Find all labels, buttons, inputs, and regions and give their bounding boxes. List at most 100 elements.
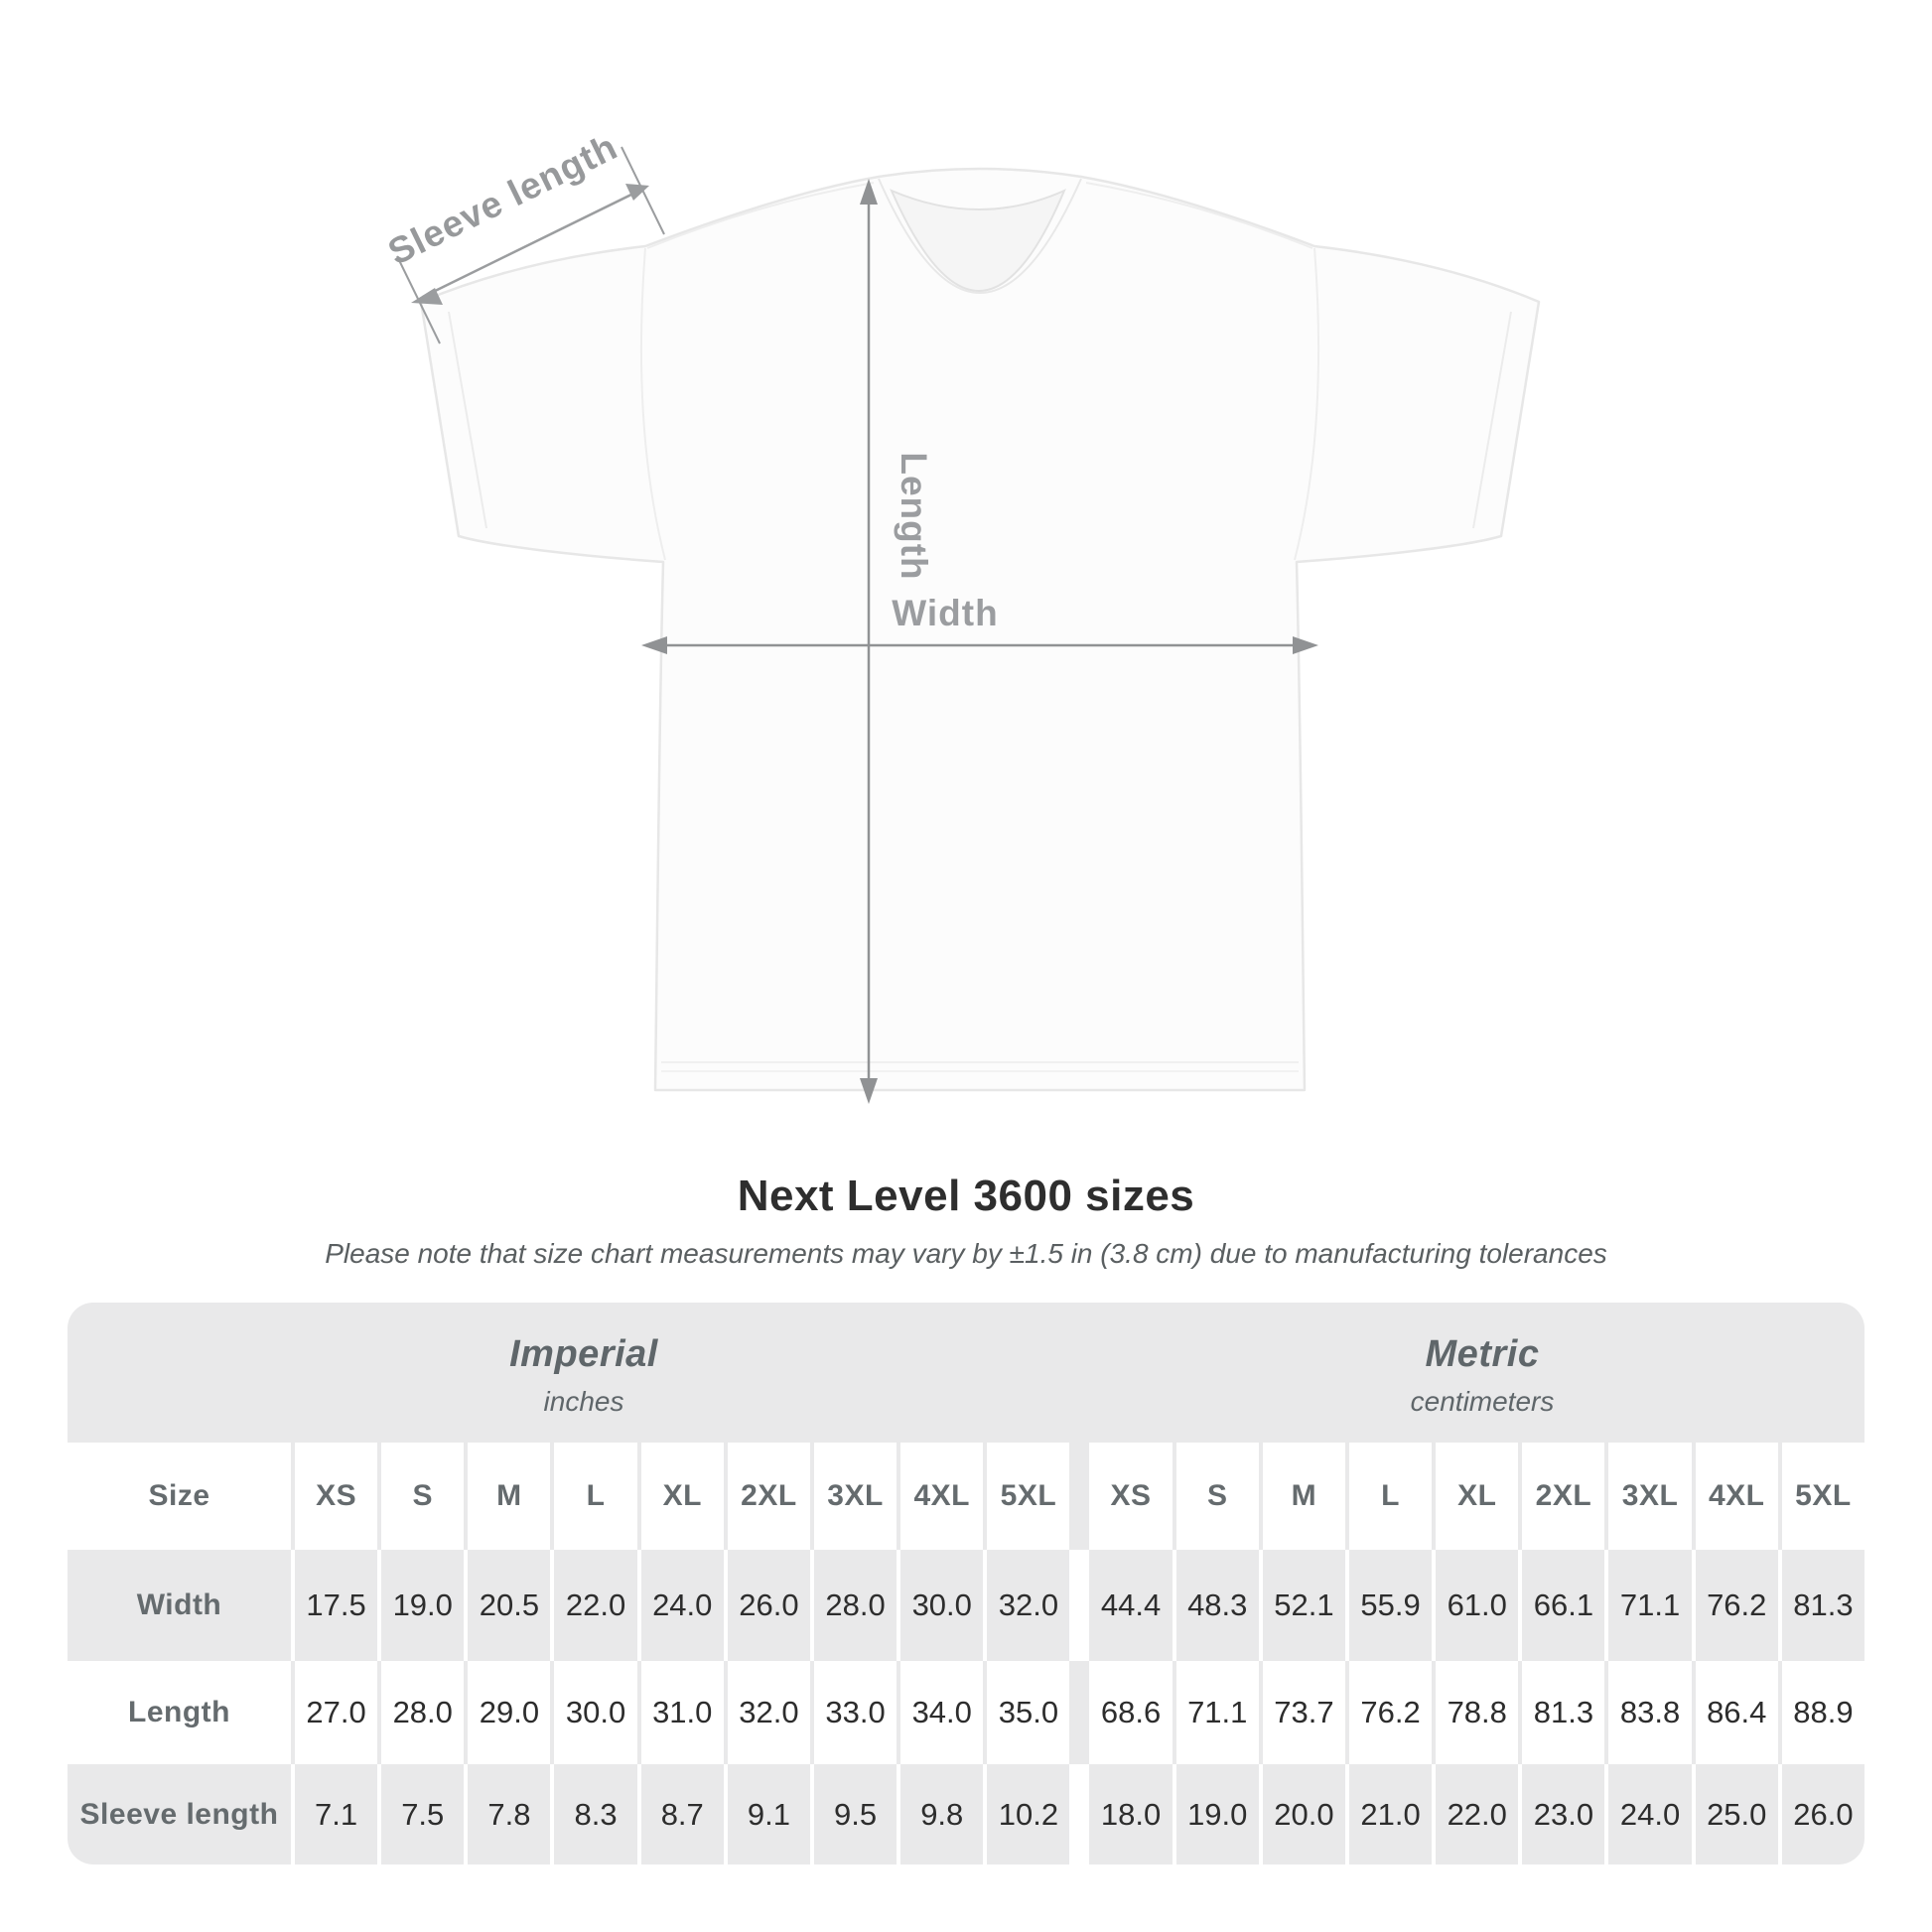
size-header-imperial-xs: XS: [295, 1443, 378, 1550]
size-column-header: Size: [68, 1443, 291, 1550]
width-imperial-value: 30.0: [900, 1550, 984, 1661]
sleeve-metric-value: 26.0: [1781, 1764, 1864, 1864]
width-metric-value: 52.1: [1262, 1550, 1345, 1661]
page-title: Next Level 3600 sizes: [737, 1172, 1195, 1220]
collar-opening: [890, 189, 1066, 292]
sleeve-imperial-value: 10.2: [987, 1764, 1070, 1864]
sleeve-metric-value: 25.0: [1695, 1764, 1778, 1864]
sleeve-metric-value: 20.0: [1262, 1764, 1345, 1864]
width-metric-value: 55.9: [1348, 1550, 1433, 1661]
sleeve-metric-value: 18.0: [1089, 1764, 1173, 1864]
sleeve-seam-left: [639, 247, 666, 561]
imperial-label: Imperial: [509, 1333, 658, 1375]
width-label: Width: [892, 593, 998, 633]
sleeve-length-label: Sleeve length: [382, 126, 624, 273]
length-imperial-value: 32.0: [727, 1661, 810, 1764]
sleeve-imperial-value: 7.5: [381, 1764, 465, 1864]
length-metric-value: 88.9: [1781, 1661, 1864, 1764]
units-header-row: Imperial inches Metric centimeters: [68, 1303, 1864, 1443]
width-metric-value: 81.3: [1781, 1550, 1864, 1661]
cuff-seam-right: [1472, 311, 1512, 529]
length-label: Length: [894, 452, 934, 580]
length-metric-value: 71.1: [1175, 1661, 1259, 1764]
sleeve-length-arrow: [396, 146, 665, 345]
size-chart-table: Imperial inches Metric centimeters Size …: [68, 1303, 1864, 1864]
size-header-metric-m: M: [1262, 1443, 1345, 1550]
sleeve-metric-value: 22.0: [1436, 1764, 1519, 1864]
length-metric-value: 81.3: [1522, 1661, 1605, 1764]
length-imperial-value: 33.0: [813, 1661, 897, 1764]
collar-band-seam: [878, 178, 1082, 294]
size-header-imperial-5xl: 5XL: [987, 1443, 1070, 1550]
section-divider: [1073, 1661, 1085, 1764]
imperial-unit: inches: [543, 1386, 624, 1417]
width-imperial-value: 32.0: [987, 1550, 1070, 1661]
tshirt-measurement-diagram: Sleeve length Length Width: [382, 126, 1541, 1104]
sleeve-imperial-value: 8.7: [640, 1764, 724, 1864]
width-imperial-value: 26.0: [727, 1550, 810, 1661]
size-header-metric-3xl: 3XL: [1608, 1443, 1692, 1550]
sleeve-metric-value: 19.0: [1175, 1764, 1259, 1864]
sleeve-imperial-value: 7.1: [295, 1764, 378, 1864]
size-header-metric-5xl: 5XL: [1781, 1443, 1864, 1550]
length-metric-value: 76.2: [1348, 1661, 1433, 1764]
length-metric-value: 68.6: [1089, 1661, 1173, 1764]
metric-unit: centimeters: [1410, 1386, 1555, 1417]
metric-label: Metric: [1425, 1333, 1540, 1375]
section-divider: [1073, 1443, 1085, 1550]
sleeve-imperial-value: 7.8: [468, 1764, 551, 1864]
sleeve-metric-value: 21.0: [1348, 1764, 1433, 1864]
sleeve-imperial-value: 9.8: [900, 1764, 984, 1864]
width-imperial-value: 19.0: [381, 1550, 465, 1661]
width-metric-value: 61.0: [1436, 1550, 1519, 1661]
table-row-sleeve-length: Sleeve length 7.1 7.5 7.8 8.3 8.7 9.1 9.…: [68, 1764, 1864, 1864]
sleeve-imperial-value: 9.1: [727, 1764, 810, 1864]
width-metric-value: 76.2: [1695, 1550, 1778, 1661]
tshirt-graphic: Sleeve length Length Width: [382, 126, 1541, 1104]
length-metric-value: 78.8: [1436, 1661, 1519, 1764]
row-label-sleeve-length: Sleeve length: [68, 1764, 291, 1864]
imperial-section-header: Imperial inches: [68, 1303, 1100, 1443]
length-metric-value: 73.7: [1262, 1661, 1345, 1764]
shoulder-seam-left: [646, 182, 875, 249]
size-header-imperial-xl: XL: [640, 1443, 724, 1550]
width-imperial-value: 28.0: [813, 1550, 897, 1661]
width-imperial-value: 22.0: [554, 1550, 637, 1661]
size-header-metric-l: L: [1348, 1443, 1433, 1550]
length-imperial-value: 34.0: [900, 1661, 984, 1764]
length-arrow: [860, 179, 878, 1104]
sleeve-metric-value: 24.0: [1608, 1764, 1692, 1864]
row-label-length: Length: [68, 1661, 291, 1764]
table-row-width: Width 17.5 19.0 20.5 22.0 24.0 26.0 28.0…: [68, 1550, 1864, 1661]
width-arrow: [641, 636, 1318, 654]
width-metric-value: 44.4: [1089, 1550, 1173, 1661]
size-header-metric-s: S: [1175, 1443, 1259, 1550]
page-subtitle: Please note that size chart measurements…: [325, 1238, 1607, 1269]
size-header-imperial-m: M: [468, 1443, 551, 1550]
row-label-width: Width: [68, 1550, 291, 1661]
section-divider: [1073, 1764, 1086, 1864]
sleeve-metric-value: 23.0: [1522, 1764, 1605, 1864]
length-metric-value: 86.4: [1695, 1661, 1778, 1764]
width-imperial-value: 20.5: [468, 1550, 551, 1661]
shirt-body-path: [419, 167, 1541, 1092]
sleeve-imperial-value: 8.3: [554, 1764, 637, 1864]
table-row-length: Length 27.0 28.0 29.0 30.0 31.0 32.0 33.…: [68, 1661, 1864, 1764]
sleeve-seam-right: [1294, 247, 1320, 561]
length-imperial-value: 28.0: [381, 1661, 465, 1764]
title-block: Next Level 3600 sizes Please note that s…: [0, 1172, 1932, 1271]
size-header-metric-2xl: 2XL: [1522, 1443, 1605, 1550]
sleeve-imperial-value: 9.5: [813, 1764, 897, 1864]
width-metric-value: 71.1: [1608, 1550, 1692, 1661]
size-header-imperial-4xl: 4XL: [900, 1443, 984, 1550]
size-header-imperial-3xl: 3XL: [813, 1443, 897, 1550]
width-metric-value: 48.3: [1175, 1550, 1259, 1661]
cuff-seam-left: [448, 311, 487, 529]
shoulder-seam-right: [1085, 182, 1313, 249]
size-header-metric-xs: XS: [1089, 1443, 1173, 1550]
width-metric-value: 66.1: [1522, 1550, 1605, 1661]
size-header-imperial-s: S: [381, 1443, 465, 1550]
table-header-row: Size XS S M L XL 2XL 3XL 4XL 5XL XS S M …: [68, 1443, 1864, 1550]
length-imperial-value: 30.0: [554, 1661, 637, 1764]
width-imperial-value: 17.5: [295, 1550, 378, 1661]
